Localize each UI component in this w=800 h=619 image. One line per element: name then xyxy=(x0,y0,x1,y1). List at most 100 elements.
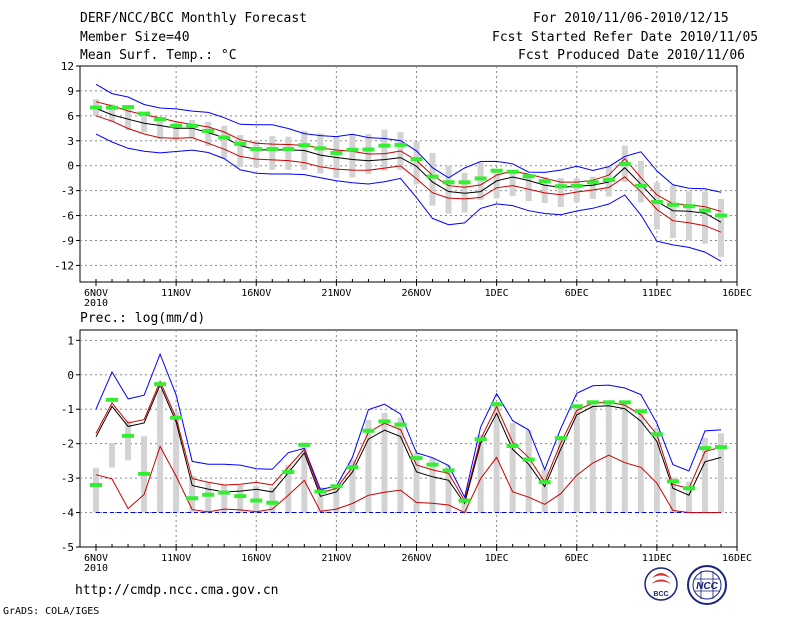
prec-spread-box xyxy=(333,485,340,513)
temp-spread-box xyxy=(141,112,148,133)
temp-observed-marker xyxy=(682,204,695,209)
temp-observed-marker xyxy=(522,174,535,179)
temp-observed-marker xyxy=(442,180,455,185)
temp-observed-marker xyxy=(634,183,647,188)
fcst-produced-date: Fcst Produced Date 2010/11/06 xyxy=(518,48,745,63)
temp-spread-box xyxy=(685,191,692,241)
temp-spread-box xyxy=(237,135,244,168)
prec-q25-line xyxy=(95,445,721,514)
prec-spread-box xyxy=(669,477,676,513)
temp-ytick-label: -3 xyxy=(61,185,74,198)
prec-spread-box xyxy=(269,487,276,513)
prec-spread-box xyxy=(429,457,436,513)
prec-xtick-label: 26NOV xyxy=(401,553,431,564)
prec-observed-marker xyxy=(378,419,391,424)
prec-ytick-label: 0 xyxy=(67,369,74,382)
temp-spread-box xyxy=(445,165,452,214)
temp-spread-box xyxy=(157,116,164,140)
prec-observed-marker xyxy=(474,437,487,442)
temp-spread-box xyxy=(285,136,292,170)
ncc-logo-text: NCC xyxy=(696,581,718,592)
prec-spread-box xyxy=(349,459,356,513)
prec-observed-marker xyxy=(506,443,519,448)
prec-spread-box xyxy=(93,467,99,513)
prec-spread-box xyxy=(445,465,452,513)
temp-observed-marker xyxy=(202,128,215,133)
temp-observed-marker xyxy=(570,183,583,188)
temp-ytick-label: -9 xyxy=(61,234,74,247)
prec-observed-marker xyxy=(522,457,535,462)
temp-xtick-label: 1DEC xyxy=(485,288,509,299)
temp-mean-line xyxy=(95,107,722,223)
temp-spread-box xyxy=(173,122,180,141)
temp-spread-box xyxy=(477,162,484,200)
temp-spread-box xyxy=(317,133,324,174)
prec-observed-marker xyxy=(282,470,295,475)
temp-spread-box xyxy=(557,178,564,208)
temp-max-line xyxy=(95,83,722,193)
prec-observed-marker xyxy=(586,400,599,405)
prec-spread-box xyxy=(461,499,468,513)
temp-observed-marker xyxy=(218,135,231,140)
temp-xtick-label: 16DEC xyxy=(722,288,752,299)
temp-observed-marker xyxy=(394,142,407,147)
prec-spread-box xyxy=(125,420,132,461)
temp-observed-marker xyxy=(378,143,391,148)
prec-observed-marker xyxy=(218,490,231,495)
temp-observed-marker xyxy=(715,213,727,218)
temp-ytick-label: 9 xyxy=(67,85,74,98)
temp-spread-box xyxy=(493,169,500,199)
prec-spread-box xyxy=(237,485,244,513)
chart-title: DERF/NCC/BCC Monthly Forecast xyxy=(80,11,307,26)
prec-xtick-label: 6DEC xyxy=(565,553,589,564)
temp-spread-box xyxy=(669,185,676,238)
grads-credit: GrADS: COLA/IGES xyxy=(3,606,100,617)
temp-spread-box xyxy=(381,129,388,171)
temp-observed-marker xyxy=(346,147,359,152)
temp-observed-marker xyxy=(170,123,183,128)
prec-observed-marker xyxy=(298,442,311,447)
temp-spread-box xyxy=(429,152,436,206)
temp-observed-marker xyxy=(490,168,503,173)
temp-observed-marker xyxy=(314,146,327,151)
prec-spread-box xyxy=(157,389,164,513)
prec-spread-box xyxy=(205,482,212,513)
temp-observed-marker xyxy=(330,150,343,155)
prec-observed-marker xyxy=(346,465,359,470)
temp-observed-marker xyxy=(538,179,551,184)
prec-max-line xyxy=(95,352,722,499)
prec-xtick-label: 16NOV xyxy=(241,553,271,564)
prec-xtick-label: 11NOV xyxy=(161,553,191,564)
temp-ytick-label: 12 xyxy=(61,60,74,73)
temp-xtick-label: 6NOV xyxy=(84,288,108,299)
temp-observed-marker xyxy=(506,169,519,174)
prec-spread-box xyxy=(573,406,580,513)
temp-spread-box xyxy=(269,136,276,170)
temp-observed-marker xyxy=(154,117,167,122)
variable-label: Mean Surf. Temp.: °C xyxy=(80,48,237,63)
prec-observed-marker xyxy=(266,500,279,505)
prec-observed-marker xyxy=(154,382,167,387)
prec-observed-marker xyxy=(202,492,215,497)
bcc-logo: BCC xyxy=(644,567,678,601)
prec-spread-box xyxy=(701,437,708,513)
temp-spread-box xyxy=(253,140,260,168)
temp-observed-marker xyxy=(458,180,471,185)
temp-observed-marker xyxy=(666,202,679,207)
prec-xtick-label: 6NOV xyxy=(84,553,108,564)
prec-observed-marker xyxy=(570,404,583,409)
temp-spread-box xyxy=(541,177,548,204)
prec-observed-marker xyxy=(634,409,647,414)
prec-observed-marker xyxy=(666,479,679,484)
temp-xtick-label: 21NOV xyxy=(321,288,351,299)
prec-observed-marker xyxy=(410,456,423,461)
prec-observed-marker xyxy=(138,471,151,476)
prec-spread-box xyxy=(621,402,628,513)
prec-observed-marker xyxy=(186,496,199,501)
prec-observed-marker xyxy=(650,432,663,437)
temp-ytick-label: 3 xyxy=(67,135,74,148)
prec-observed-marker xyxy=(314,489,327,494)
prec-observed-marker xyxy=(122,433,135,438)
prec-spread-box xyxy=(541,469,548,513)
